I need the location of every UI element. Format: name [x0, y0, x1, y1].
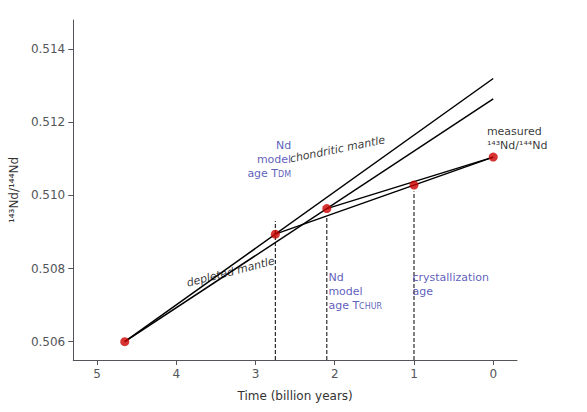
svg-text:model: model — [328, 285, 362, 298]
svg-text:model: model — [257, 153, 291, 166]
svg-text:0.514: 0.514 — [31, 42, 65, 56]
svg-text:4: 4 — [172, 367, 180, 381]
svg-text:0.512: 0.512 — [31, 115, 65, 129]
svg-text:depleted mantle: depleted mantle — [185, 254, 276, 289]
svg-text:0.510: 0.510 — [31, 188, 65, 202]
svg-text:Nd: Nd — [328, 271, 343, 284]
svg-text:chondritic mantle: chondritic mantle — [289, 133, 387, 165]
svg-text:¹⁴³Nd/¹⁴⁴Nd: ¹⁴³Nd/¹⁴⁴Nd — [7, 157, 21, 223]
svg-text:age T: age T — [247, 167, 278, 180]
svg-text:1: 1 — [410, 367, 418, 381]
svg-text:0.506: 0.506 — [31, 335, 65, 349]
svg-text:0: 0 — [489, 367, 497, 381]
svg-text:age T: age T — [328, 299, 359, 312]
svg-text:age: age — [412, 285, 433, 298]
svg-text:3: 3 — [252, 367, 260, 381]
svg-text:Nd: Nd — [276, 139, 291, 152]
svg-text:DM: DM — [278, 170, 291, 179]
svg-text:5: 5 — [93, 367, 101, 381]
svg-text:2: 2 — [331, 367, 339, 381]
svg-text:crystallization: crystallization — [412, 271, 489, 284]
svg-text:measured: measured — [487, 125, 542, 138]
svg-text:¹⁴³Nd/¹⁴⁴Nd: ¹⁴³Nd/¹⁴⁴Nd — [487, 139, 548, 152]
svg-text:CHUR: CHUR — [359, 302, 382, 311]
svg-text:0.508: 0.508 — [31, 262, 65, 276]
svg-text:Time (billion years): Time (billion years) — [236, 389, 352, 403]
